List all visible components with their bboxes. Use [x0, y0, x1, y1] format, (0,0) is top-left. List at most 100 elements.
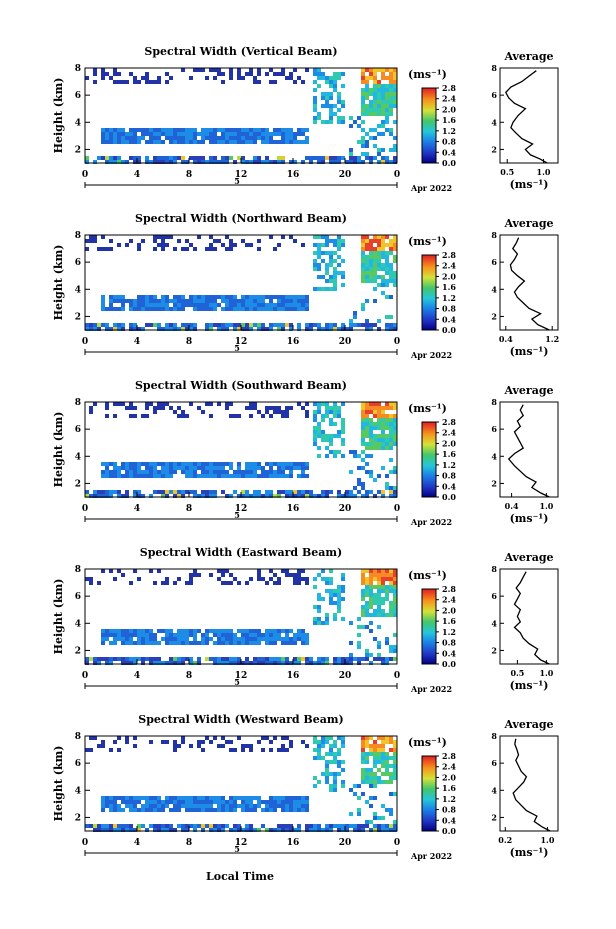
heatmap-cell	[213, 136, 217, 140]
heatmap-cell	[301, 295, 305, 299]
heatmap-cell	[237, 661, 241, 665]
heatmap-cell	[325, 402, 329, 406]
colorbar-unit-label: (ms⁻¹)	[408, 569, 447, 582]
heatmap-cell	[381, 577, 385, 581]
heatmap-cell	[361, 402, 365, 406]
heatmap-cell	[129, 581, 133, 585]
heatmap-cell	[361, 828, 365, 832]
heatmap-cell	[317, 263, 321, 267]
y-tick-label: 8	[75, 64, 81, 74]
heatmap-cell	[105, 327, 109, 331]
heatmap-cell	[105, 494, 109, 498]
heatmap-cell	[341, 494, 345, 498]
heatmap-cell	[253, 462, 257, 466]
heatmap-cell	[89, 410, 93, 414]
heatmap-cell	[269, 748, 273, 752]
heatmap-cell	[233, 800, 237, 804]
heatmap-cell	[329, 569, 333, 573]
heatmap-cell	[385, 120, 389, 124]
heatmap-cell	[329, 255, 333, 259]
heatmap-cell	[317, 593, 321, 597]
heatmap-cell	[85, 156, 89, 160]
heatmap-cell	[117, 804, 121, 808]
heatmap-cell	[165, 633, 169, 637]
heatmap-cell	[189, 402, 193, 406]
heatmap-cell	[321, 597, 325, 601]
colorbar-tick-label: 2.0	[442, 104, 456, 114]
heatmap-cell	[261, 736, 265, 740]
heatmap-cell	[365, 736, 369, 740]
heatmap-cell	[213, 828, 217, 832]
heatmap-cell	[317, 255, 321, 259]
heatmap-cell	[377, 418, 381, 422]
heatmap-cell	[277, 629, 281, 633]
heatmap-cell	[249, 299, 253, 303]
heatmap-cell	[281, 736, 285, 740]
heatmap-cell	[337, 748, 341, 752]
heatmap-cell	[265, 800, 269, 804]
heatmap-cell	[221, 736, 225, 740]
heatmap-cell	[241, 470, 245, 474]
heatmap-cell	[149, 808, 153, 812]
heatmap-cell	[381, 406, 385, 410]
heatmap-cell	[141, 637, 145, 641]
heatmap-cell	[173, 140, 177, 144]
heatmap-cell	[329, 577, 333, 581]
heatmap-cell	[313, 287, 317, 291]
heatmap-cell	[257, 299, 261, 303]
heatmap-cell	[329, 601, 333, 605]
heatmap-cell	[153, 800, 157, 804]
heatmap-cell	[197, 641, 201, 645]
heatmap-cell	[85, 494, 89, 498]
average-plot-area	[499, 568, 559, 665]
heatmap-cell	[257, 303, 261, 307]
heatmap-cell	[169, 629, 173, 633]
heatmap-cell	[121, 633, 125, 637]
heatmap-cell	[293, 657, 297, 661]
heatmap-cell	[333, 271, 337, 275]
heatmap-cell	[89, 581, 93, 585]
heatmap-cell	[325, 96, 329, 100]
heatmap-cell	[365, 263, 369, 267]
heatmap-cell	[377, 824, 381, 828]
heatmap-cell	[269, 569, 273, 573]
heatmap-cell	[313, 824, 317, 828]
heatmap-cell	[113, 490, 117, 494]
heatmap-cell	[333, 406, 337, 410]
heatmap-cell	[281, 295, 285, 299]
heatmap-cell	[165, 581, 169, 585]
heatmap-cell	[317, 744, 321, 748]
heatmap-cell	[209, 474, 213, 478]
heatmap-cell	[169, 406, 173, 410]
heatmap-cell	[377, 569, 381, 573]
heatmap-cell	[129, 406, 133, 410]
heatmap-cell	[257, 80, 261, 84]
heatmap-cell	[177, 633, 181, 637]
heatmap-cell	[193, 804, 197, 808]
heatmap-cell	[265, 132, 269, 136]
heatmap-cell	[365, 605, 369, 609]
heatmap-cell	[385, 780, 389, 784]
heatmap-cell	[349, 327, 353, 331]
heatmap-cell	[269, 808, 273, 812]
heatmap-cell	[365, 752, 369, 756]
heatmap-cell	[373, 756, 377, 760]
heatmap-cell	[125, 299, 129, 303]
heatmap-cell	[169, 474, 173, 478]
heatmap-cell	[377, 446, 381, 450]
heatmap-cell	[125, 661, 129, 665]
heatmap-cell	[385, 446, 389, 450]
heatmap-cell	[221, 80, 225, 84]
heatmap-cell	[381, 772, 385, 776]
heatmap-cell	[193, 68, 197, 72]
heatmap-cell	[341, 283, 345, 287]
heatmap-cell	[317, 828, 321, 832]
heatmap-cell	[377, 426, 381, 430]
heatmap-cell	[177, 804, 181, 808]
heatmap-cell	[329, 736, 333, 740]
heatmap-cell	[141, 661, 145, 665]
heatmap-cell	[305, 327, 309, 331]
heatmap-cell	[253, 828, 257, 832]
heatmap-cell	[205, 657, 209, 661]
heatmap-cell	[201, 633, 205, 637]
